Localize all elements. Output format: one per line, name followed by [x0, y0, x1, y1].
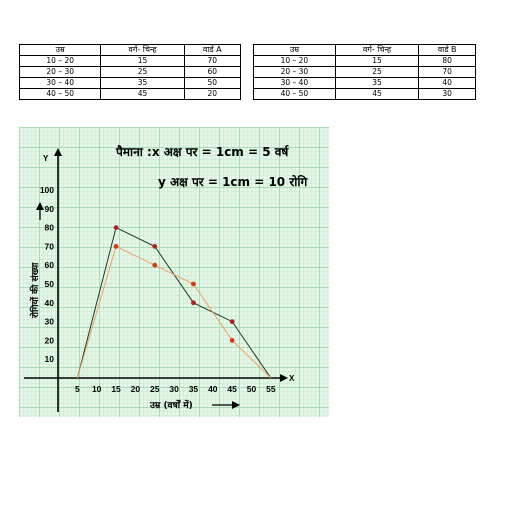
- axes: [24, 148, 288, 412]
- series-1-point: [191, 300, 196, 306]
- x-tick-label: 30: [169, 384, 179, 394]
- x-tick-label: 20: [131, 384, 141, 394]
- scale-note-x: पैमाना :x अक्ष पर = 1cm = 5 वर्ष: [115, 145, 289, 159]
- table-cell: 70: [418, 66, 476, 78]
- y-tick-label: 70: [45, 241, 55, 251]
- table-cell: 40 – 50: [18, 88, 102, 100]
- data-table-ward-a: उम्र वर्ग- चिन्ह वार्ड A 10 – 20 15 70 2…: [18, 44, 242, 100]
- x-tick-label: 55: [266, 384, 276, 394]
- series-2-line: [76, 245, 272, 379]
- x-tick-label: 10: [92, 384, 102, 394]
- series-2-point: [191, 281, 196, 287]
- series-2-point: [229, 338, 235, 343]
- x-tick-label: 35: [189, 384, 199, 394]
- series-1-line: [76, 226, 272, 379]
- table-row: 40 – 50 45 30: [253, 88, 476, 100]
- x-tick-label: 15: [111, 384, 121, 394]
- table-row: 20 – 30 25 70: [253, 66, 476, 78]
- table-cell: 45: [334, 88, 420, 100]
- graph-paper-background: [19, 127, 329, 417]
- x-tick-label: 5: [75, 384, 80, 394]
- series-2-point: [113, 244, 119, 249]
- y-axis-letter: Y: [43, 154, 49, 163]
- y-tick-label: 10: [45, 354, 55, 364]
- scale-note-y: y अक्ष पर = 1cm = 10 रोगि: [158, 175, 308, 189]
- table-row: 20 – 30 25 60: [18, 66, 242, 78]
- y-axis-label: रोगियों की संख्या: [29, 262, 41, 319]
- table-cell: 30: [418, 88, 476, 100]
- series-1-point: [152, 244, 158, 249]
- y-tick-label: 80: [45, 223, 55, 233]
- data-table-ward-b: उम्र वर्ग- चिन्ह वार्ड B 10 – 20 15 80 2…: [253, 44, 476, 100]
- y-tick-label: 40: [45, 298, 55, 308]
- x-tick-label: 25: [150, 384, 160, 394]
- y-tick-label: 60: [45, 260, 55, 270]
- y-tick-label: 50: [45, 279, 55, 289]
- table-cell: 20: [183, 88, 242, 100]
- table-row: 40 – 50 45 20: [18, 88, 242, 100]
- table-header-row: उम्र वर्ग- चिन्ह वार्ड B: [253, 44, 476, 56]
- table-header-row: उम्र वर्ग- चिन्ह वार्ड A: [18, 44, 242, 56]
- chart-series: [76, 225, 272, 379]
- axis-ticks: 5 10 15 20 25 30 35 40 45 50 55 10 20 30 40 50 60 70 80 90 1…: [40, 185, 276, 394]
- series-1-point: [229, 319, 235, 324]
- y-tick-label: 20: [45, 335, 55, 345]
- x-tick-label: 45: [227, 384, 237, 394]
- series-1-point: [113, 225, 119, 231]
- table-cell: 45: [100, 88, 185, 100]
- x-axis-label: उम्र (वर्षों में): [149, 399, 193, 411]
- series-2-point: [152, 262, 158, 268]
- y-tick-label: 90: [45, 204, 55, 214]
- x-tick-label: 40: [208, 384, 218, 394]
- y-tick-label: 100: [40, 185, 54, 195]
- y-tick-label: 30: [45, 317, 55, 327]
- x-tick-label: 50: [247, 384, 257, 394]
- table-row: 30 – 40 35 50: [18, 77, 242, 89]
- x-axis-letter: X: [289, 374, 295, 383]
